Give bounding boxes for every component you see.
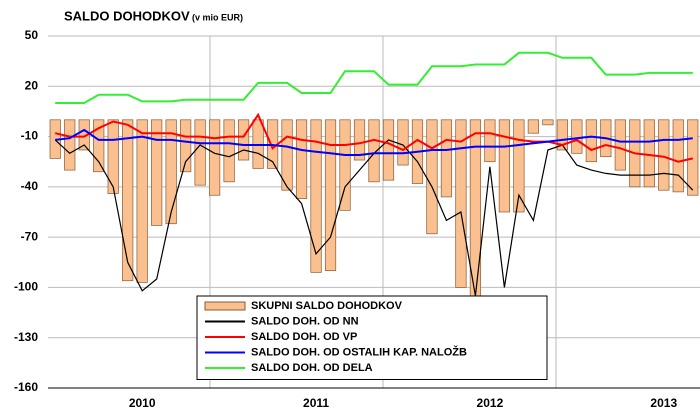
bar bbox=[542, 119, 554, 126]
legend-label: SALDO DOH. OD VP bbox=[251, 331, 357, 343]
bar bbox=[527, 119, 539, 134]
chart-title: SALDO DOHODKOV bbox=[64, 8, 190, 23]
y-tick-label: -130 bbox=[14, 330, 38, 344]
y-tick-label: -10 bbox=[21, 129, 39, 143]
y-tick-label: 20 bbox=[25, 78, 39, 92]
bar bbox=[643, 119, 655, 188]
bar bbox=[455, 119, 467, 288]
bar bbox=[78, 119, 90, 151]
bar bbox=[180, 119, 192, 173]
legend-label: SALDO DOH. OD NN bbox=[251, 315, 359, 327]
x-tick-label: 2012 bbox=[477, 396, 504, 410]
y-tick-label: -70 bbox=[21, 229, 39, 243]
legend-label: SKUPNI SALDO DOHODKOV bbox=[251, 300, 403, 312]
bar bbox=[658, 119, 670, 191]
bar bbox=[238, 119, 250, 161]
legend-label: SALDO DOH. OD DELA bbox=[251, 362, 373, 374]
legend-label: SALDO DOH. OD OSTALIH KAP. NALOŽB bbox=[251, 345, 467, 358]
chart-unit: (v mio EUR) bbox=[192, 12, 243, 22]
bar bbox=[136, 119, 148, 283]
bar bbox=[107, 119, 119, 194]
bar bbox=[324, 119, 337, 272]
bar bbox=[165, 119, 177, 225]
x-tick-label: 2010 bbox=[129, 396, 156, 410]
bar bbox=[484, 119, 496, 163]
bar bbox=[93, 119, 105, 173]
x-tick-label: 2011 bbox=[303, 396, 329, 410]
bar bbox=[672, 119, 684, 193]
bar bbox=[440, 119, 453, 198]
bar bbox=[223, 119, 235, 183]
line-series bbox=[55, 51, 693, 104]
bar bbox=[556, 119, 568, 151]
legend-box bbox=[196, 295, 548, 380]
bar bbox=[122, 119, 134, 282]
bar bbox=[426, 119, 438, 235]
bar bbox=[151, 119, 163, 226]
bar bbox=[64, 119, 76, 171]
bar bbox=[194, 119, 206, 186]
bar bbox=[209, 119, 221, 196]
bar bbox=[382, 119, 395, 181]
y-tick-label: 50 bbox=[25, 28, 39, 42]
bar bbox=[687, 119, 699, 196]
y-tick-label: -160 bbox=[14, 380, 38, 394]
bar bbox=[571, 119, 583, 154]
y-tick-label: -40 bbox=[21, 179, 39, 193]
line-series bbox=[55, 128, 693, 156]
y-tick-label: -100 bbox=[14, 280, 38, 294]
bar bbox=[353, 119, 366, 161]
bar bbox=[339, 119, 351, 211]
bar bbox=[368, 119, 380, 183]
bar bbox=[310, 119, 322, 273]
line-series bbox=[54, 112, 694, 163]
bar bbox=[585, 119, 597, 163]
bar bbox=[295, 119, 308, 199]
bar bbox=[397, 119, 409, 166]
bar bbox=[498, 119, 510, 213]
x-tick-label: 2013 bbox=[650, 396, 677, 410]
legend-swatch bbox=[204, 301, 246, 311]
bar bbox=[281, 119, 293, 191]
bar bbox=[513, 119, 525, 213]
bar bbox=[614, 119, 626, 171]
